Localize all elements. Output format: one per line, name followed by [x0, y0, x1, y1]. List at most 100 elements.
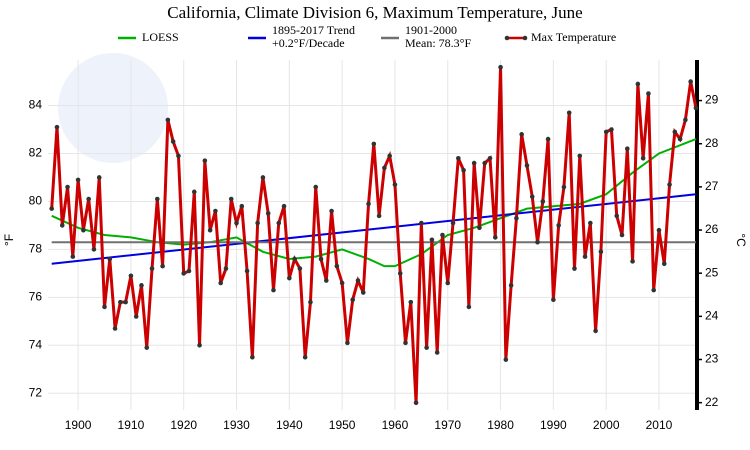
data-point: [498, 64, 503, 70]
y2-tick-label: 27: [705, 179, 719, 193]
data-point: [223, 266, 229, 271]
logo-watermark: [58, 53, 168, 163]
data-point: [244, 268, 250, 274]
data-point: [202, 158, 208, 163]
data-point: [471, 160, 477, 166]
data-point: [408, 299, 414, 305]
data-point: [313, 184, 319, 190]
data-point: [667, 182, 672, 187]
data-point: [139, 283, 144, 288]
data-point: [640, 155, 646, 161]
data-point: [49, 206, 54, 211]
data-point: [588, 220, 593, 226]
data-point: [228, 196, 234, 202]
data-point: [424, 345, 429, 350]
data-point: [234, 220, 239, 226]
y2-tick-label: 22: [705, 395, 719, 409]
data-point: [123, 299, 128, 305]
data-point: [54, 124, 60, 130]
data-point: [213, 208, 218, 214]
data-point: [545, 136, 551, 142]
data-point: [265, 211, 271, 216]
data-point: [81, 227, 86, 233]
x-tick-label: 2010: [646, 418, 673, 432]
x-tick-label: 1950: [329, 418, 356, 432]
data-point: [572, 266, 577, 271]
legend-label: LOESS: [142, 29, 179, 44]
data-point: [440, 232, 445, 238]
data-point: [656, 227, 662, 233]
data-point: [112, 326, 118, 331]
data-point: [292, 256, 297, 262]
data-point: [302, 354, 308, 360]
data-point: [429, 237, 435, 243]
x-tick-label: 1980: [487, 418, 514, 432]
data-point: [260, 175, 266, 180]
data-point: [366, 201, 371, 207]
data-point: [477, 225, 482, 231]
data-point: [334, 263, 340, 269]
y2-tick-label: 23: [705, 352, 719, 366]
y2-axis-label: °C: [734, 233, 748, 247]
data-point: [155, 196, 160, 202]
data-point: [350, 297, 355, 303]
x-tick-label: 1930: [223, 418, 250, 432]
data-point: [75, 177, 81, 183]
data-point: [677, 136, 683, 142]
data-point: [672, 129, 678, 135]
data-point: [297, 266, 303, 271]
chart-title: California, Climate Division 6, Maximum …: [167, 3, 582, 22]
data-point: [176, 153, 181, 159]
data-point: [250, 354, 255, 360]
data-point: [630, 259, 635, 264]
y-tick-label: 76: [29, 290, 43, 304]
data-point: [603, 129, 609, 135]
data-point: [133, 314, 139, 319]
data-point: [540, 199, 546, 204]
x-tick-label: 1920: [170, 418, 197, 432]
data-point: [529, 194, 535, 199]
y-tick-label: 72: [29, 385, 43, 399]
data-point: [376, 213, 382, 219]
y-tick-label: 84: [29, 98, 43, 112]
legend-marker: [504, 35, 510, 41]
data-point: [382, 165, 387, 171]
data-point: [392, 182, 398, 187]
data-point: [514, 215, 519, 221]
data-point: [492, 235, 498, 240]
data-point: [524, 163, 530, 168]
x-tick-label: 1960: [382, 418, 409, 432]
y2-tick-label: 25: [705, 265, 719, 279]
data-point: [461, 167, 466, 173]
data-point: [165, 117, 171, 123]
data-point: [170, 139, 176, 144]
data-point: [345, 340, 350, 346]
data-point: [635, 81, 641, 87]
legend-label: 1901-2000 Mean: 78.3°F: [405, 23, 472, 50]
data-point: [239, 203, 245, 209]
x-tick-label: 2000: [593, 418, 620, 432]
data-point: [661, 261, 667, 267]
data-point: [323, 278, 329, 283]
data-point: [207, 227, 213, 233]
data-point: [355, 278, 361, 283]
y2-tick-label: 24: [705, 309, 719, 323]
legend-label: 1895-2017 Trend +0.2°F/Decade: [272, 23, 356, 50]
data-point: [59, 223, 65, 228]
data-point: [118, 299, 123, 305]
data-point: [651, 287, 656, 293]
data-point: [86, 196, 91, 202]
y2-tick-label: 26: [705, 222, 719, 236]
series-line: [51, 193, 697, 265]
data-point: [144, 345, 150, 350]
data-point: [487, 155, 493, 161]
data-point: [577, 153, 583, 159]
y-tick-label: 78: [29, 242, 43, 256]
x-tick-label: 1990: [540, 418, 567, 432]
data-point: [65, 184, 70, 190]
data-point: [271, 287, 276, 293]
x-tick-label: 1970: [434, 418, 461, 432]
data-point: [419, 220, 424, 226]
